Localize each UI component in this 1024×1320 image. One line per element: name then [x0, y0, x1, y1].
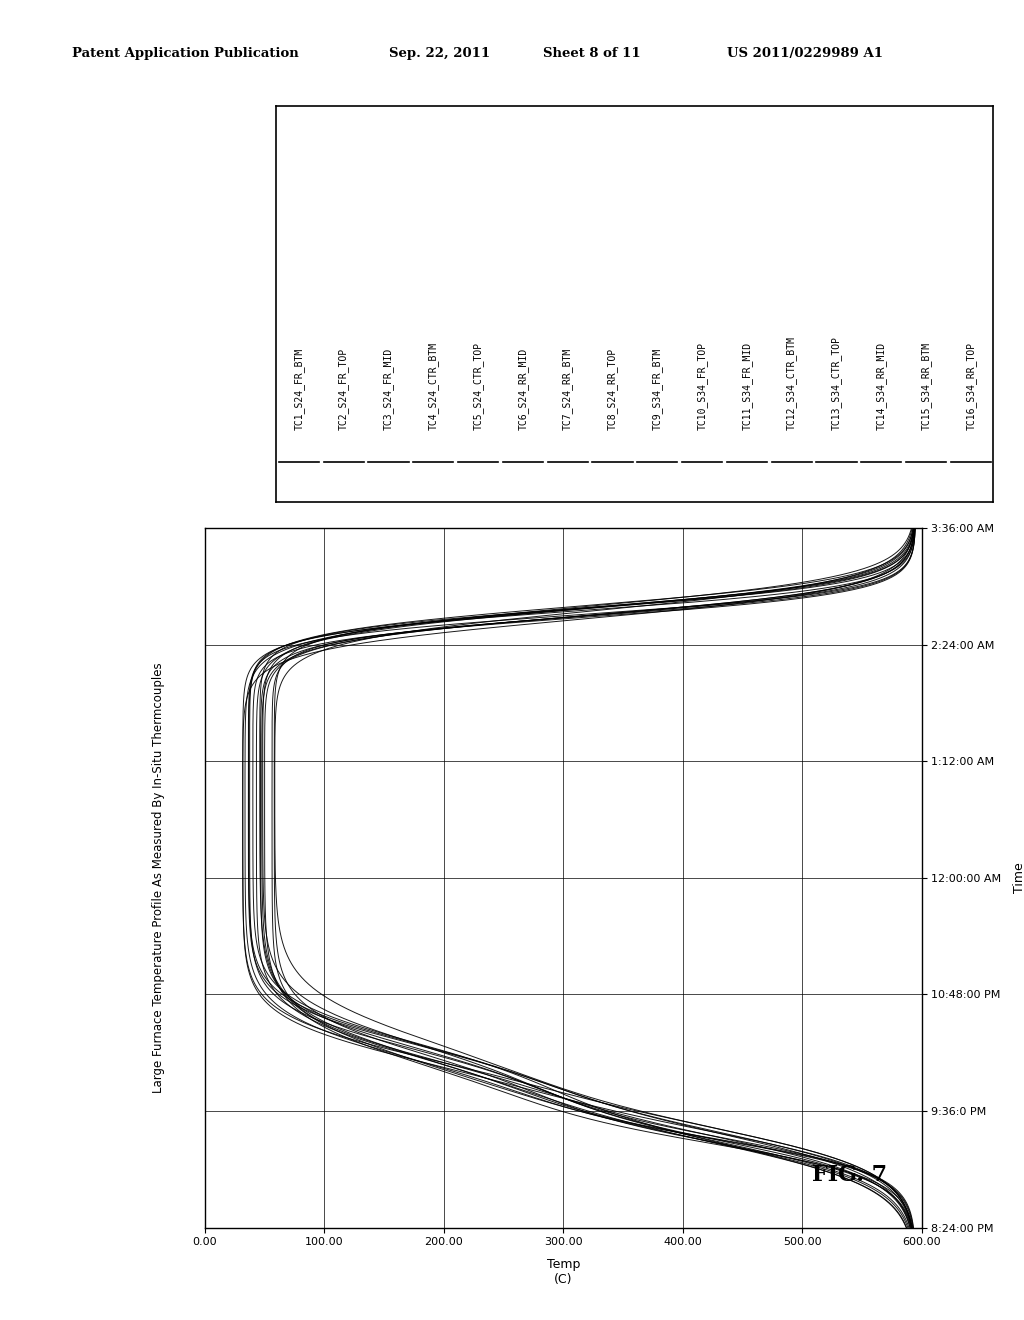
Text: TC16_S34_RR_TOP: TC16_S34_RR_TOP — [966, 342, 976, 430]
Text: TC4_S24_CTR_BTM: TC4_S24_CTR_BTM — [428, 342, 438, 430]
Text: FIG. 7: FIG. 7 — [812, 1164, 888, 1185]
Text: TC8_S24_RR_TOP: TC8_S24_RR_TOP — [607, 348, 617, 430]
Text: Patent Application Publication: Patent Application Publication — [72, 46, 298, 59]
Text: TC13_S34_CTR_TOP: TC13_S34_CTR_TOP — [831, 337, 842, 430]
Text: Sheet 8 of 11: Sheet 8 of 11 — [543, 46, 640, 59]
Text: TC14_S34_RR_MID: TC14_S34_RR_MID — [876, 342, 887, 430]
Text: TC11_S34_FR_MID: TC11_S34_FR_MID — [741, 342, 753, 430]
Text: TC6_S24_RR_MID: TC6_S24_RR_MID — [517, 348, 528, 430]
Text: TC7_S24_RR_BTM: TC7_S24_RR_BTM — [562, 348, 573, 430]
X-axis label: Temp
(C): Temp (C) — [547, 1258, 580, 1287]
Y-axis label: Time: Time — [1013, 862, 1024, 894]
Text: TC3_S24_FR_MID: TC3_S24_FR_MID — [383, 348, 394, 430]
Text: US 2011/0229989 A1: US 2011/0229989 A1 — [727, 46, 883, 59]
Text: TC15_S34_RR_BTM: TC15_S34_RR_BTM — [921, 342, 932, 430]
Text: TC5_S24_CTR_TOP: TC5_S24_CTR_TOP — [473, 342, 483, 430]
Text: TC2_S24_FR_TOP: TC2_S24_FR_TOP — [338, 348, 349, 430]
Text: Large Furnace Temperature Profile As Measured By In-Situ Thermcouples: Large Furnace Temperature Profile As Mea… — [153, 663, 165, 1093]
Text: TC10_S34_FR_TOP: TC10_S34_FR_TOP — [696, 342, 708, 430]
Text: TC12_S34_CTR_BTM: TC12_S34_CTR_BTM — [786, 337, 797, 430]
Text: TC1_S24_FR_BTM: TC1_S24_FR_BTM — [294, 348, 304, 430]
Text: Sep. 22, 2011: Sep. 22, 2011 — [389, 46, 490, 59]
Text: TC9_S34_FR_BTM: TC9_S34_FR_BTM — [652, 348, 663, 430]
